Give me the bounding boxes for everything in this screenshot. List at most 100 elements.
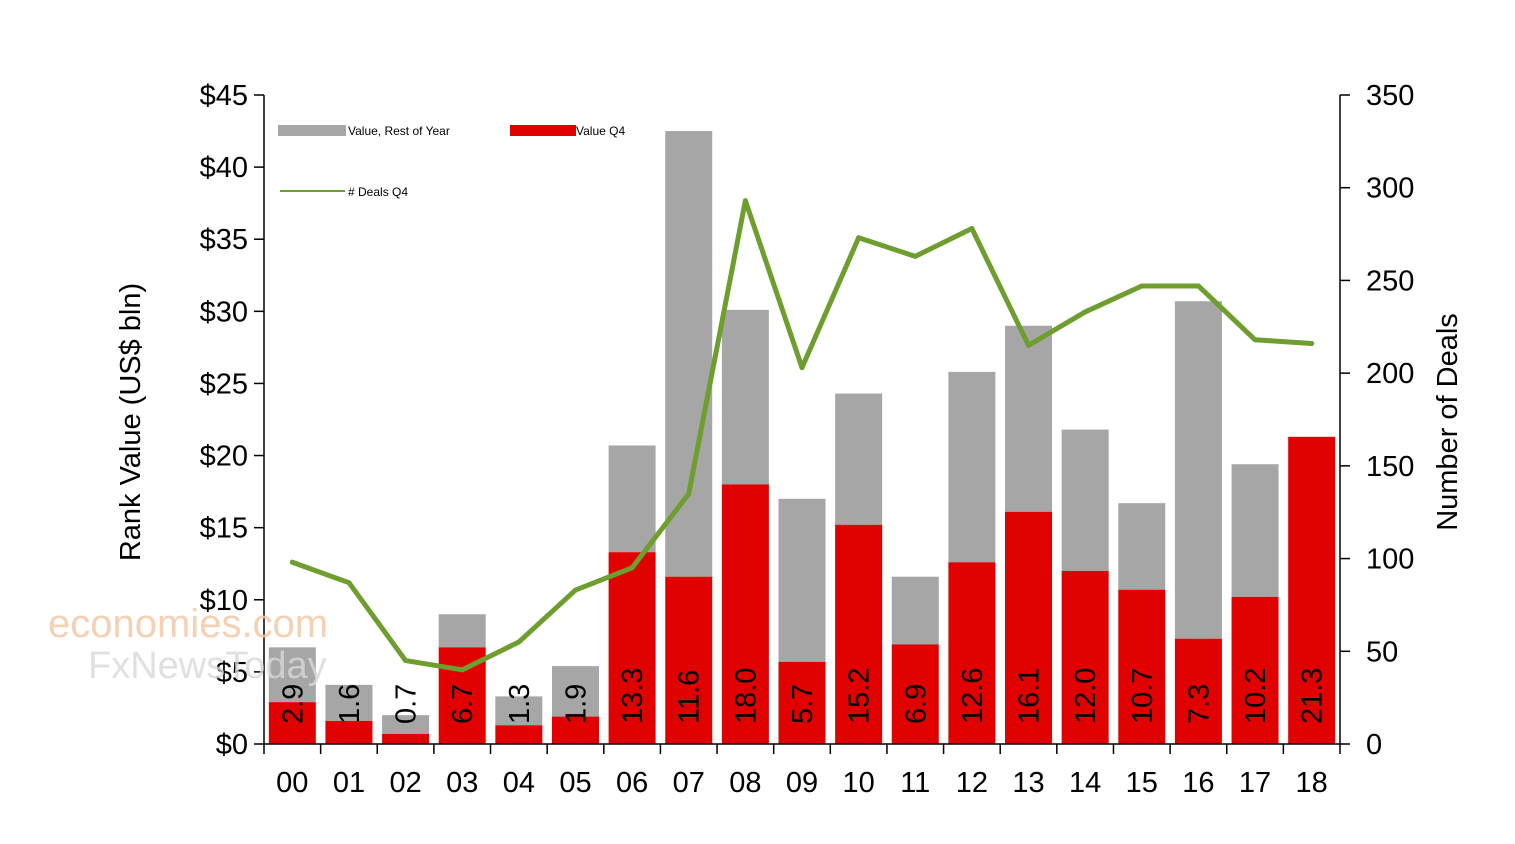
legend-swatch-rest-of-year [278,125,346,136]
bar-rest-of-year-15 [1118,503,1166,590]
bar-rest-of-year-08 [721,309,769,485]
bar-rest-of-year-16 [1174,301,1222,639]
right-tick-label-0: 0 [1366,729,1382,761]
bar-label-14: 12.0 [1070,668,1102,724]
bar-label-02: 0.7 [391,684,423,724]
bar-q4-16 [1174,638,1222,744]
bar-rest-of-year-01 [325,684,373,721]
bar-q4-07 [665,576,713,744]
bar-q4-09 [778,661,826,744]
bar-label-00: 2.9 [277,684,309,724]
bar-rest-of-year-13 [1005,325,1053,512]
bar-rest-of-year-12 [948,371,996,563]
x-tick-label-13: 13 [1012,767,1044,799]
point-deals-04 [516,639,522,645]
bar-label-11: 6.9 [900,684,932,724]
point-deals-10 [856,235,862,241]
bar-q4-00 [268,702,316,744]
point-deals-11 [912,253,918,259]
watermark-line-1: economies.com [48,602,328,646]
right-tick-label-300: 300 [1366,173,1414,205]
bar-rest-of-year-10 [835,393,883,525]
left-tick-label-0: $0 [216,729,248,761]
x-tick-label-18: 18 [1296,767,1328,799]
bar-q4-08 [721,484,769,744]
bar-q4-15 [1118,589,1166,744]
x-tick-label-08: 08 [729,767,761,799]
bar-rest-of-year-07 [665,131,713,577]
left-tick-label-5: $5 [216,657,248,689]
x-tick-label-10: 10 [842,767,874,799]
left-tick-label-10: $10 [200,585,248,617]
bar-rest-of-year-00 [268,647,316,703]
bar-rest-of-year-09 [778,498,826,662]
left-tick-label-35: $35 [200,224,248,256]
bar-label-13: 16.1 [1014,668,1046,724]
left-tick-label-40: $40 [200,152,248,184]
bar-label-07: 11.6 [674,670,706,724]
bar-rest-of-year-04 [495,696,543,726]
legend: Value, Rest of Year Value Q4 # Deals Q4 [278,124,625,199]
right-tick-label-100: 100 [1366,544,1414,576]
x-tick-label-01: 01 [333,767,365,799]
x-tick-label-07: 07 [673,767,705,799]
bar-label-06: 13.3 [617,668,649,724]
bars-layer [268,131,1336,744]
bar-q4-05 [551,716,599,744]
x-tick-label-03: 03 [446,767,478,799]
x-tick-label-02: 02 [389,767,421,799]
x-tick-label-17: 17 [1239,767,1271,799]
point-deals-01 [346,580,352,586]
bar-rest-of-year-11 [891,576,939,645]
bar-label-05: 1.9 [560,684,592,724]
x-tick-label-04: 04 [503,767,535,799]
bar-q4-12 [948,562,996,744]
bar-q4-17 [1231,596,1279,744]
x-tick-label-05: 05 [559,767,591,799]
watermark: economies.com FxNewsToday [48,602,328,687]
bar-rest-of-year-06 [608,445,656,553]
right-tick-label-50: 50 [1366,636,1398,668]
bar-label-16: 7.3 [1183,684,1215,724]
point-deals-09 [799,365,805,371]
bar-label-12: 12.6 [957,668,989,724]
bar-label-18: 21.3 [1297,668,1329,724]
watermark-line-2: FxNewsToday [88,645,327,687]
bar-label-09: 5.7 [787,684,819,724]
bar-q4-14 [1061,570,1109,744]
point-deals-02 [403,658,409,664]
point-deals-14 [1082,309,1088,315]
point-deals-05 [572,587,578,593]
bar-rest-of-year-05 [551,666,599,717]
x-tick-label-09: 09 [786,767,818,799]
bar-label-17: 10.2 [1240,668,1272,724]
x-tick-label-14: 14 [1069,767,1101,799]
point-deals-03 [459,667,465,673]
right-axis-title: Number of Deals [1432,313,1464,531]
bar-label-04: 1.3 [504,684,536,724]
left-tick-label-15: $15 [200,513,248,545]
x-tick-label-06: 06 [616,767,648,799]
bar-q4-04 [495,725,543,744]
bar-label-03: 6.7 [447,684,479,724]
legend-label-deals-q4: # Deals Q4 [348,185,408,199]
right-tick-label-200: 200 [1366,358,1414,390]
bar-q4-13 [1005,511,1053,744]
bar-rest-of-year-03 [438,614,486,648]
bar-label-01: 1.6 [334,684,366,724]
left-tick-label-25: $25 [200,368,248,400]
bar-rest-of-year-02 [382,715,430,734]
point-deals-06 [629,565,635,571]
bar-q4-18 [1288,436,1336,744]
point-deals-00 [289,559,295,565]
bar-label-10: 15.2 [844,668,876,724]
legend-swatch-q4 [510,125,576,136]
point-deals-13 [1026,342,1032,348]
x-tick-label-16: 16 [1182,767,1214,799]
point-deals-12 [969,226,975,232]
point-deals-07 [686,491,692,497]
bar-q4-11 [891,644,939,744]
axes-layer: $0$5$10$15$20$25$30$35$40$45050100150200… [200,80,1415,799]
